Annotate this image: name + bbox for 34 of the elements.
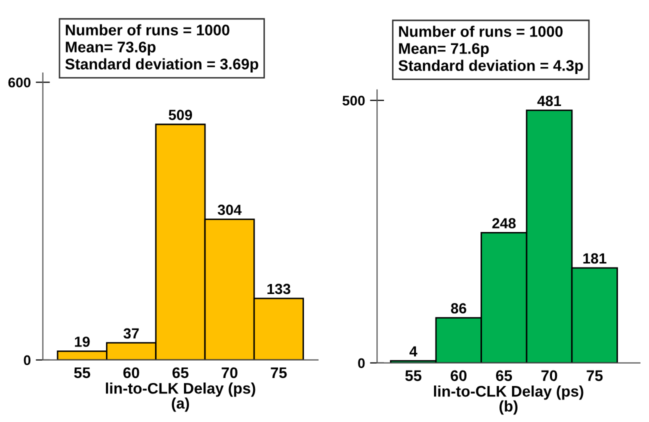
x-tick-label: 60 (123, 367, 140, 378)
data-label: 304 (218, 204, 242, 216)
x-tick-label: 55 (74, 367, 90, 378)
text: Mean= 71.6p (399, 43, 489, 57)
y-tick-label: 600 (8, 78, 30, 88)
y-tick-label: 0 (358, 358, 365, 368)
y-tick-label: 0 (24, 355, 30, 366)
text: (a) (172, 397, 189, 412)
y-tick-label: 500 (342, 96, 365, 106)
text: Standard deviation = 3.69p (65, 58, 258, 72)
x-tick-label: 60 (450, 370, 467, 382)
text: (b) (500, 400, 518, 415)
data-label: 181 (583, 253, 606, 264)
x-axis-title: lin-to-CLK Delay (ps) (434, 385, 584, 400)
x-tick-label: 65 (172, 367, 188, 378)
data-label: 37 (124, 328, 139, 339)
x-axis-title: lin-to-CLK Delay (ps) (106, 382, 256, 397)
text: Number of runs = 1000 (399, 26, 563, 37)
data-label: 133 (267, 284, 290, 294)
data-label: 481 (537, 96, 562, 106)
text: Standard deviation = 4.3p (398, 60, 583, 74)
data-label: 4 (409, 346, 418, 356)
x-tick-label: 70 (222, 367, 238, 378)
x-tick-label: 75 (586, 370, 603, 382)
text: Number of runs = 1000 (66, 24, 230, 36)
data-label: 248 (492, 218, 516, 228)
text: Mean= 73.6p (66, 42, 156, 56)
x-tick-label: 70 (541, 370, 558, 382)
x-tick-label: 75 (270, 367, 287, 378)
data-label: 86 (450, 303, 466, 314)
data-label: 19 (74, 336, 90, 347)
x-tick-label: 55 (405, 370, 422, 382)
x-tick-label: 65 (496, 370, 512, 382)
data-label: 509 (168, 110, 192, 120)
